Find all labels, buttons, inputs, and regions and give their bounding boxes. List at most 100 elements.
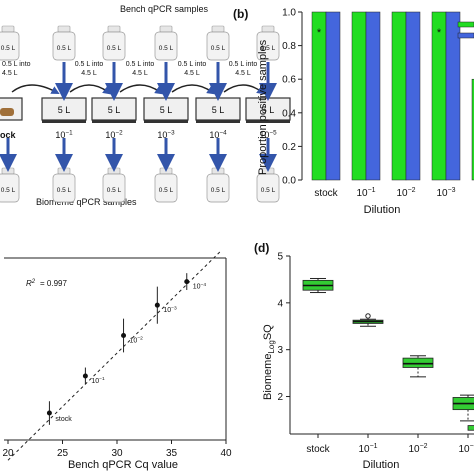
transfer-label: 4.5 L — [235, 70, 251, 77]
bar — [405, 11, 421, 181]
bottle-label: 0.5 L — [261, 45, 276, 52]
y-tick-label: 2 — [277, 392, 283, 403]
fit-line — [7, 250, 221, 461]
panel-c-xlabel: Bench qPCR Cq value — [68, 459, 178, 471]
panel-d-tag: (d) — [254, 241, 269, 255]
svg-text:R2: R2 — [26, 279, 36, 288]
bar — [365, 11, 381, 181]
bottle-cap — [107, 25, 121, 33]
r-squared-label: R2 = 0.997 — [26, 279, 67, 288]
dilution-label: 10−1 — [55, 129, 73, 140]
box-partial — [467, 425, 474, 431]
panel-b-tag: (b) — [233, 7, 248, 21]
significance-star: * — [437, 27, 442, 39]
y-tick-label: 0.0 — [282, 176, 296, 187]
dilution-label: 10−5 — [259, 129, 277, 140]
bottle-label: 0.5 L — [159, 187, 174, 194]
bar — [351, 11, 367, 181]
y-tick-label: 4 — [277, 298, 283, 309]
bottle-cap — [261, 25, 275, 33]
y-tick-label: 5 — [277, 252, 283, 263]
bottle-icon — [206, 31, 230, 61]
transfer-label: 0.5 L into — [75, 61, 104, 68]
point-label: stock — [55, 416, 72, 423]
bottle-icon — [102, 31, 126, 61]
bar — [471, 78, 474, 181]
point-label: 10−4 — [193, 282, 207, 291]
transfer-label: 0.5 L into — [229, 61, 258, 68]
data-point — [154, 302, 160, 308]
tank-base — [246, 120, 290, 123]
tank-base — [92, 120, 136, 123]
bench-title: Bench qPCR samples — [120, 4, 209, 14]
transfer-label: 0.5 L into — [178, 61, 207, 68]
bottle-label: 0.5 L — [57, 187, 72, 194]
tank-base — [144, 120, 188, 123]
bottle-cap — [57, 167, 71, 175]
x-tick-label: 25 — [57, 448, 69, 459]
bottle-label: 0.5 L — [107, 45, 122, 52]
transfer-label: 4.5 L — [184, 70, 200, 77]
y-tick-label: 1.0 — [282, 8, 296, 19]
transfer-arrow — [171, 84, 216, 95]
bottle-cap — [211, 25, 225, 33]
data-point — [121, 333, 127, 339]
bottle-label: 0.5 L — [107, 187, 122, 194]
bottle-icon — [0, 31, 20, 61]
transfer-arrows: 0.5 L into 4.5 L 0.5 L into 4.5 L 0.5 L into… — [0, 61, 277, 172]
bottle-cap — [1, 167, 15, 175]
y-tick-label: 0.8 — [282, 41, 296, 52]
panel-d-box-plot: (d) BiomemeLogSQ Dilution 2 3 4 5 stock 10−1 1… — [254, 241, 474, 471]
legend-swatch-green — [457, 21, 474, 28]
bottle-cap — [159, 167, 173, 175]
outlier-point — [365, 313, 371, 319]
bottle-icon — [0, 173, 20, 203]
tank-label: 5 L — [262, 105, 275, 115]
bottle-label: 0.5 L — [261, 187, 276, 194]
bottle-cap — [211, 167, 225, 175]
bar — [325, 11, 341, 181]
transfer-label: 4.5 L — [132, 70, 148, 77]
transfer-label: 4.5 L — [2, 70, 18, 77]
panel-b-ylabel: Proportion positive samples — [257, 39, 269, 175]
x-tick-label: 10−3 — [458, 443, 474, 455]
bottle-icon — [256, 31, 280, 61]
x-tick-label: 10−1 — [356, 187, 375, 199]
x-tick-label: 10−2 — [408, 443, 427, 455]
data-point — [82, 373, 88, 379]
x-tick-label: stock — [306, 444, 330, 455]
y-tick-label: 0.4 — [282, 108, 296, 119]
transfer-arrow — [69, 84, 112, 95]
bottle-label: 0.5 L — [1, 187, 16, 194]
bottle-label: 0.5 L — [211, 187, 226, 194]
bottle-cap — [57, 25, 71, 33]
bottle-icon — [102, 173, 126, 203]
data-point — [184, 279, 190, 285]
biomeme-title: Biomeme qPCR samples — [36, 197, 137, 207]
transfer-arrow — [223, 84, 266, 95]
panel-b-xlabel: Dilution — [364, 204, 401, 216]
box — [402, 357, 434, 368]
bottle-icon — [154, 173, 178, 203]
panel-a-schematic: Bench qPCR samples Biomeme qPCR samples … — [0, 4, 291, 207]
bottle-icon — [154, 31, 178, 61]
x-tick-label: 30 — [111, 448, 123, 459]
x-tick-label: 20 — [2, 448, 14, 459]
bottle-cap — [1, 25, 15, 33]
bottle-label: 0.5 L — [211, 45, 226, 52]
bottle-icon — [206, 173, 230, 203]
panel-d-ylabel: BiomemeLogSQ — [262, 324, 276, 400]
y-tick-label: 0.2 — [282, 142, 296, 153]
bottle-cap — [159, 25, 173, 33]
x-tick-label: 35 — [166, 448, 178, 459]
tank-base — [42, 120, 86, 123]
x-tick-label: 10−2 — [396, 187, 415, 199]
y-tick-label: 0.6 — [282, 75, 296, 86]
transfer-arrow — [11, 84, 60, 94]
panel-d-plot-area: 2 3 4 5 stock 10−1 10−2 10−3 — [277, 252, 474, 455]
tank-label: 5 L — [160, 105, 173, 115]
bottle-icon — [52, 31, 76, 61]
fish-icon — [0, 108, 14, 116]
